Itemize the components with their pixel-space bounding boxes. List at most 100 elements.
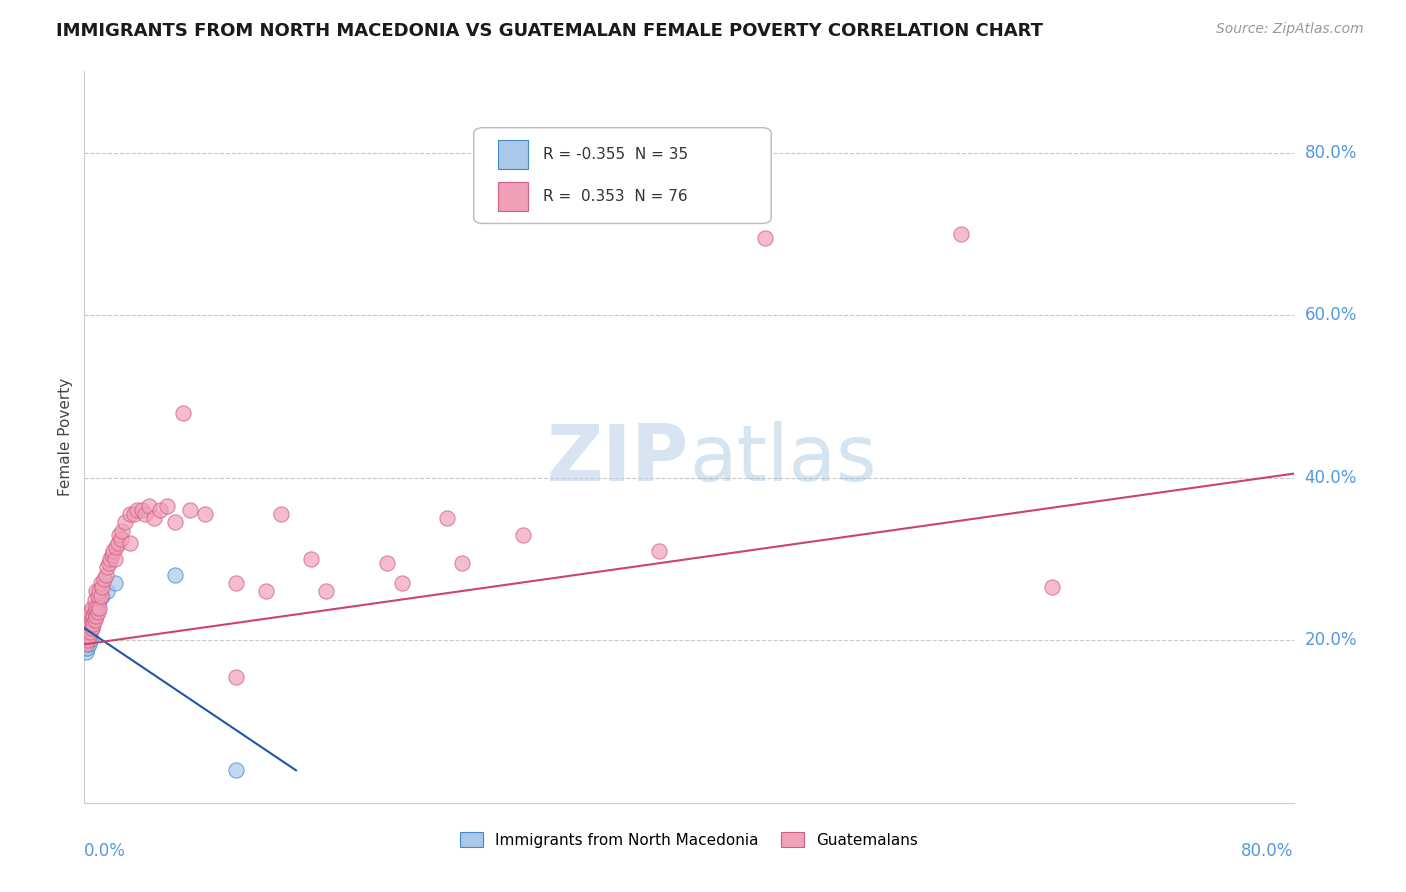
Point xyxy=(225,576,247,591)
Point xyxy=(75,629,97,643)
Point xyxy=(77,629,100,643)
Point xyxy=(84,605,107,619)
Point xyxy=(77,621,100,635)
Point xyxy=(86,600,108,615)
Point xyxy=(105,540,128,554)
Text: ZIP: ZIP xyxy=(547,421,689,497)
Point xyxy=(122,508,145,522)
Point xyxy=(84,613,107,627)
Point xyxy=(77,621,100,635)
Point xyxy=(79,617,101,632)
Point xyxy=(138,499,160,513)
Point xyxy=(1040,581,1063,595)
Point xyxy=(75,629,97,643)
Point xyxy=(91,581,114,595)
Point xyxy=(131,503,153,517)
Point xyxy=(391,576,413,591)
Text: R = -0.355  N = 35: R = -0.355 N = 35 xyxy=(543,147,688,162)
Point xyxy=(86,584,108,599)
Point xyxy=(76,617,98,632)
Point xyxy=(84,592,107,607)
Point xyxy=(75,621,97,635)
FancyBboxPatch shape xyxy=(474,128,770,224)
Text: IMMIGRANTS FROM NORTH MACEDONIA VS GUATEMALAN FEMALE POVERTY CORRELATION CHART: IMMIGRANTS FROM NORTH MACEDONIA VS GUATE… xyxy=(56,22,1043,40)
Point xyxy=(75,621,97,635)
Point xyxy=(118,535,141,549)
Point xyxy=(96,584,118,599)
Point xyxy=(82,608,104,623)
Point xyxy=(76,633,98,648)
Point xyxy=(225,764,247,778)
Point xyxy=(87,597,110,611)
Point xyxy=(98,552,121,566)
Point xyxy=(76,621,98,635)
Text: 20.0%: 20.0% xyxy=(1305,632,1357,649)
Point xyxy=(179,503,201,517)
Point xyxy=(90,589,112,603)
Point xyxy=(194,508,217,522)
Text: 80.0%: 80.0% xyxy=(1305,144,1357,161)
Point xyxy=(76,641,98,656)
Point xyxy=(648,544,671,558)
Point xyxy=(80,617,103,632)
Point xyxy=(75,637,97,651)
Point xyxy=(96,560,118,574)
Point xyxy=(225,670,247,684)
Point xyxy=(101,544,124,558)
Bar xyxy=(498,140,529,169)
Point xyxy=(76,637,98,651)
Point xyxy=(75,645,97,659)
Point xyxy=(80,621,103,635)
Point xyxy=(375,556,398,570)
Point xyxy=(104,552,127,566)
Text: 0.0%: 0.0% xyxy=(84,842,127,860)
Point xyxy=(76,633,98,648)
Point xyxy=(111,524,134,538)
Point xyxy=(77,613,100,627)
Point xyxy=(299,552,322,566)
Y-axis label: Female Poverty: Female Poverty xyxy=(58,378,73,496)
Point xyxy=(142,511,165,525)
Text: 80.0%: 80.0% xyxy=(1241,842,1294,860)
Point xyxy=(89,584,111,599)
Point xyxy=(77,629,100,643)
Point xyxy=(89,600,111,615)
Point xyxy=(149,503,172,517)
Point xyxy=(315,584,337,599)
Point xyxy=(165,516,187,530)
Point xyxy=(110,532,132,546)
Point xyxy=(80,600,103,615)
Text: R =  0.353  N = 76: R = 0.353 N = 76 xyxy=(543,189,688,204)
Point xyxy=(75,621,97,635)
Point xyxy=(80,613,103,627)
Point xyxy=(118,508,141,522)
Point xyxy=(77,608,100,623)
Text: 40.0%: 40.0% xyxy=(1305,468,1357,487)
Point xyxy=(77,633,100,648)
Point xyxy=(107,535,129,549)
Point xyxy=(165,568,187,582)
Point xyxy=(86,600,108,615)
Point xyxy=(127,503,149,517)
Point xyxy=(91,589,114,603)
Text: atlas: atlas xyxy=(689,421,876,497)
Point xyxy=(89,592,111,607)
Point xyxy=(114,516,136,530)
Text: Source: ZipAtlas.com: Source: ZipAtlas.com xyxy=(1216,22,1364,37)
Point xyxy=(76,625,98,640)
Point xyxy=(93,572,115,586)
Point xyxy=(512,527,534,541)
Point xyxy=(156,499,179,513)
Point xyxy=(79,605,101,619)
Point xyxy=(436,511,458,525)
Point xyxy=(75,641,97,656)
Point xyxy=(76,613,98,627)
Point xyxy=(77,637,100,651)
Point xyxy=(79,633,101,648)
Point xyxy=(79,625,101,640)
Point xyxy=(87,589,110,603)
Point xyxy=(77,625,100,640)
Point xyxy=(76,625,98,640)
Point xyxy=(87,605,110,619)
Point xyxy=(76,617,98,632)
